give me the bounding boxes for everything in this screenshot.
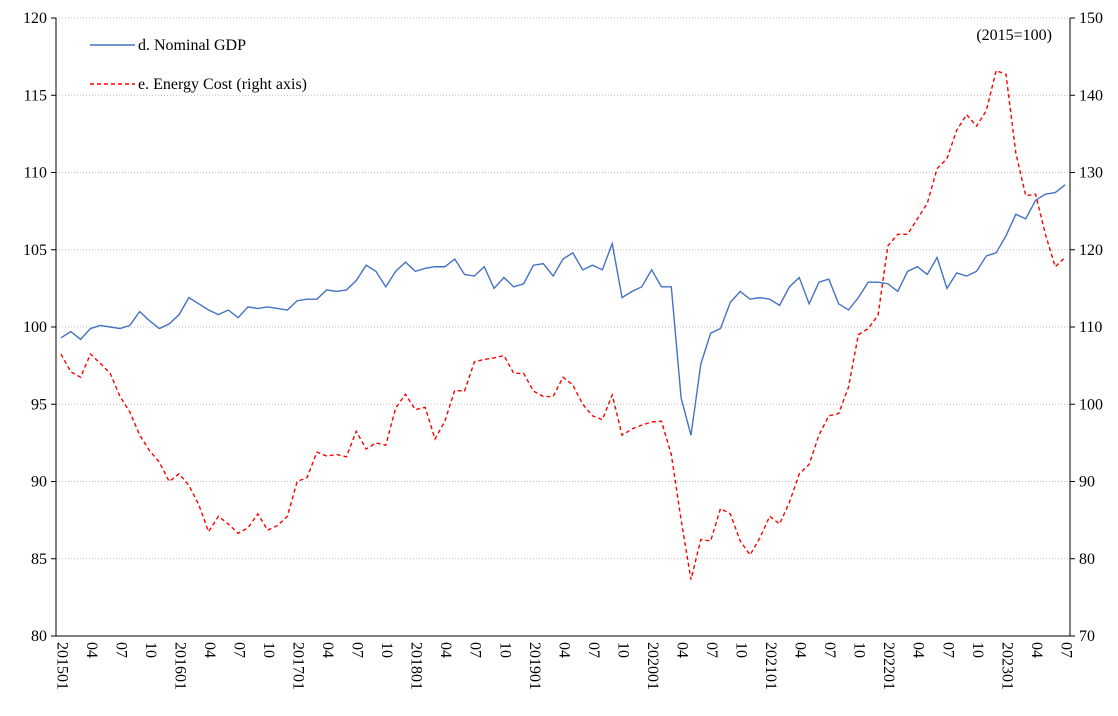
y-tick-label: 85	[31, 551, 47, 568]
x-tick-label: 10	[851, 642, 868, 658]
x-tick-label: 10	[496, 642, 513, 658]
x-tick-label: 04	[83, 642, 100, 658]
x-tick-label: 07	[349, 642, 366, 658]
x-tick-label: 07	[1057, 642, 1074, 658]
series-line	[60, 184, 1066, 436]
y2-tick-label: 80	[1079, 551, 1095, 568]
x-tick-label: 201501	[53, 642, 70, 690]
y2-tick-label: 120	[1079, 242, 1103, 259]
y2-tick-label: 100	[1079, 396, 1103, 413]
x-tick-label: 202201	[880, 642, 897, 690]
x-tick-label: 04	[673, 642, 690, 658]
x-tick-label: 07	[703, 642, 720, 658]
y-tick-label: 90	[31, 474, 47, 491]
y-tick-label: 95	[31, 396, 47, 413]
y2-tick-label: 130	[1079, 165, 1103, 182]
x-tick-label: 04	[319, 642, 336, 658]
x-tick-label: 10	[378, 642, 395, 658]
y-tick-label: 115	[24, 87, 47, 104]
x-tick-label: 07	[939, 642, 956, 658]
x-tick-label: 07	[821, 642, 838, 658]
x-tick-label: 10	[969, 642, 986, 658]
y2-tick-label: 150	[1079, 10, 1103, 27]
x-tick-label: 10	[142, 642, 159, 658]
x-tick-label: 04	[201, 642, 218, 658]
x-tick-label: 04	[1028, 642, 1045, 658]
x-tick-label: 04	[555, 642, 572, 658]
x-tick-label: 201701	[290, 642, 307, 690]
x-tick-label: 04	[910, 642, 927, 658]
x-tick-label: 07	[230, 642, 247, 658]
x-tick-label: 04	[792, 642, 809, 658]
legend-label: d. Nominal GDP	[138, 37, 246, 54]
y-tick-label: 120	[23, 10, 47, 27]
y-tick-label: 105	[23, 242, 47, 259]
x-tick-label: 10	[733, 642, 750, 658]
y2-tick-label: 90	[1079, 474, 1095, 491]
legend-label: e. Energy Cost (right axis)	[138, 76, 307, 93]
x-tick-label: 10	[260, 642, 277, 658]
x-tick-label: 202001	[644, 642, 661, 690]
y2-tick-label: 140	[1079, 87, 1103, 104]
y2-tick-label: 70	[1079, 628, 1095, 645]
x-tick-label: 04	[437, 642, 454, 658]
x-tick-label: 201601	[171, 642, 188, 690]
x-tick-label: 07	[467, 642, 484, 658]
y-tick-label: 100	[23, 319, 47, 336]
annotation: (2015=100)	[976, 27, 1052, 44]
x-tick-label: 201901	[526, 642, 543, 690]
x-tick-label: 07	[585, 642, 602, 658]
y-tick-label: 110	[24, 165, 47, 182]
y2-tick-label: 110	[1079, 319, 1102, 336]
x-tick-label: 202101	[762, 642, 779, 690]
series-line	[60, 69, 1066, 580]
x-tick-label: 10	[614, 642, 631, 658]
y-tick-label: 80	[31, 628, 47, 645]
x-tick-label: 07	[112, 642, 129, 658]
x-tick-label: 202301	[998, 642, 1015, 690]
x-tick-label: 201801	[408, 642, 425, 690]
